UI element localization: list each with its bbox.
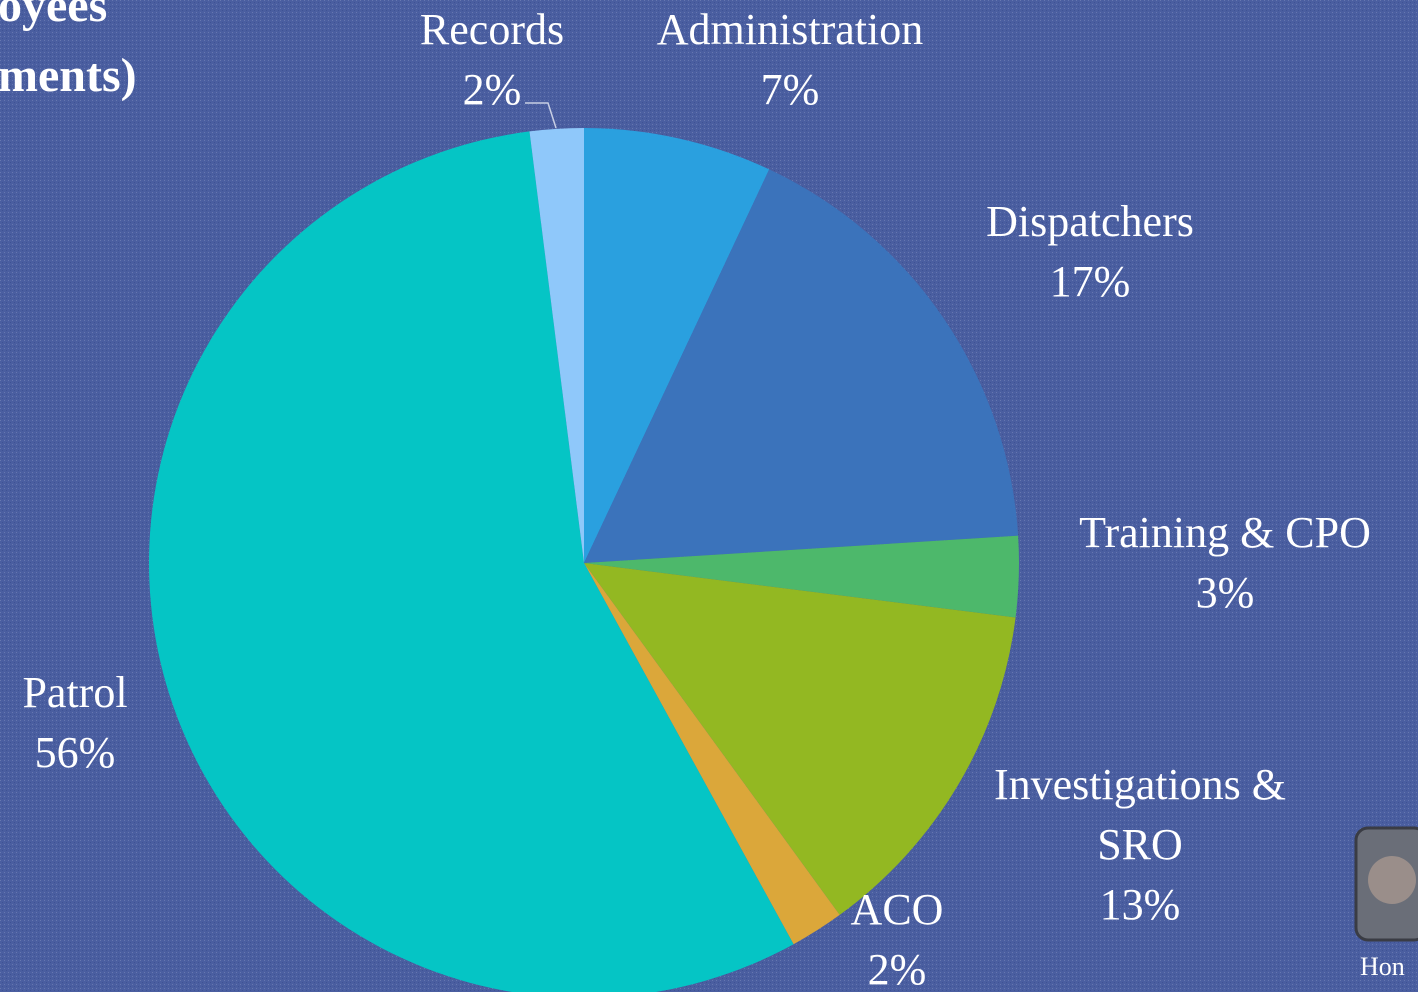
slice-label: Training & CPO (1079, 508, 1371, 557)
value-label: 7% (760, 65, 820, 114)
footer-text: Hon (1360, 952, 1405, 981)
value-label: 3% (1195, 568, 1255, 617)
title-line: ments) (0, 49, 137, 102)
pie-slice (584, 563, 840, 945)
value-label: 2% (462, 65, 522, 114)
slice-label: Patrol (22, 668, 128, 717)
badge-icon (1354, 826, 1418, 942)
slice-label: Records (419, 5, 565, 54)
pie-slice (149, 131, 794, 992)
value-label: 2% (867, 945, 927, 992)
leader-line (525, 102, 557, 129)
slice-label: ACO (850, 885, 944, 934)
slice-label: Administration (656, 5, 924, 54)
pie-slice (584, 563, 1016, 915)
slice-label: Dispatchers (986, 197, 1194, 246)
pie-slice (584, 535, 1019, 618)
value-label: 56% (34, 728, 116, 777)
pie-slice (529, 128, 584, 563)
pie-slice (584, 169, 1019, 563)
value-label: 13% (1099, 880, 1181, 929)
slice-label: Investigations & SRO (993, 760, 1287, 869)
pie-slice (584, 128, 770, 563)
value-label: 17% (1049, 257, 1131, 306)
title-line: oyees (0, 0, 108, 32)
